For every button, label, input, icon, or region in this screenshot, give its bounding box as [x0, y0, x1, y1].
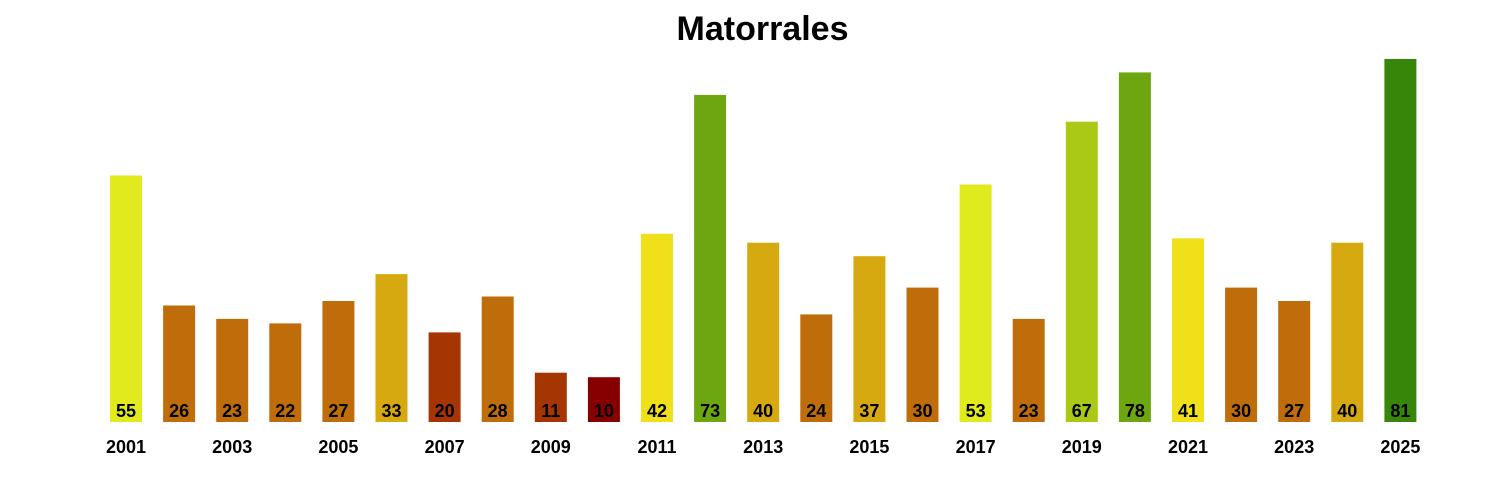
value-label-2021: 41 — [1178, 401, 1198, 421]
bar-2017 — [959, 184, 992, 422]
bar-2014 — [800, 314, 833, 422]
value-label-2014: 24 — [806, 401, 826, 421]
bar-2010 — [587, 377, 620, 422]
bar-2001 — [110, 175, 142, 422]
value-label-2009: 11 — [541, 401, 560, 421]
bar-2008 — [481, 296, 514, 422]
value-label-2022: 30 — [1231, 401, 1251, 421]
x-tick-label-2025: 2025 — [1380, 437, 1420, 457]
bar-2004 — [269, 323, 302, 422]
value-label-2007: 20 — [435, 401, 455, 421]
x-axis-tick-labels: 2001 2003 2005 2007 2009 2011 2013 2015 2017 2019… — [106, 437, 1420, 457]
bar-2003 — [216, 318, 249, 422]
x-tick-label-2023: 2023 — [1274, 437, 1314, 457]
bar-2005 — [322, 301, 355, 422]
x-tick-label-2011: 2011 — [637, 437, 676, 457]
value-labels-group: 55 26 23 22 27 33 20 28 11 10 42 73 40 24 37 30 53 23 67 78… — [116, 401, 1410, 421]
value-label-2001: 55 — [116, 401, 136, 421]
bars-group — [110, 59, 1417, 423]
bar-2007 — [428, 332, 461, 422]
value-label-2025: 81 — [1390, 401, 1410, 421]
value-label-2006: 33 — [381, 401, 401, 421]
bar-2002 — [163, 305, 196, 422]
bar-2012 — [694, 94, 727, 423]
value-label-2011: 42 — [647, 401, 667, 421]
value-label-2012: 73 — [700, 401, 720, 421]
x-tick-label-2015: 2015 — [849, 437, 889, 457]
value-label-2023: 27 — [1284, 401, 1304, 421]
bar-2015 — [853, 256, 886, 422]
x-tick-label-2013: 2013 — [743, 437, 783, 457]
bar-2025 — [1384, 59, 1417, 422]
chart-title: Matorrales — [676, 10, 849, 48]
bar-2018 — [1012, 318, 1045, 422]
value-label-2004: 22 — [275, 401, 295, 421]
x-tick-label-2007: 2007 — [425, 437, 465, 457]
value-label-2003: 23 — [222, 401, 242, 421]
value-label-2013: 40 — [753, 401, 773, 421]
value-label-2024: 40 — [1337, 401, 1357, 421]
value-label-2016: 30 — [912, 401, 932, 421]
bar-2020 — [1118, 72, 1151, 423]
bar-2022 — [1225, 287, 1258, 422]
bar-2011 — [641, 233, 673, 422]
bar-2013 — [747, 242, 780, 422]
value-label-2002: 26 — [169, 401, 189, 421]
value-label-2010: 10 — [594, 401, 614, 421]
value-label-2005: 27 — [328, 401, 348, 421]
value-label-2008: 28 — [488, 401, 508, 421]
value-label-2017: 53 — [966, 401, 986, 421]
x-tick-label-2005: 2005 — [318, 437, 358, 457]
bar-2016 — [906, 287, 939, 422]
bar-2024 — [1331, 242, 1364, 422]
x-tick-label-2003: 2003 — [212, 437, 252, 457]
bar-2021 — [1172, 238, 1204, 422]
x-tick-label-2019: 2019 — [1062, 437, 1102, 457]
value-label-2015: 37 — [859, 401, 879, 421]
value-label-2019: 67 — [1072, 401, 1092, 421]
x-tick-label-2017: 2017 — [956, 437, 996, 457]
x-tick-label-2021: 2021 — [1168, 437, 1208, 457]
bar-2006 — [375, 274, 408, 422]
bar-2009 — [534, 372, 567, 422]
bar-2019 — [1065, 121, 1098, 422]
value-label-2018: 23 — [1019, 401, 1039, 421]
value-label-2020: 78 — [1125, 401, 1145, 421]
x-tick-label-2009: 2009 — [531, 437, 571, 457]
bar-2023 — [1278, 301, 1311, 422]
x-tick-label-2001: 2001 — [106, 437, 146, 457]
